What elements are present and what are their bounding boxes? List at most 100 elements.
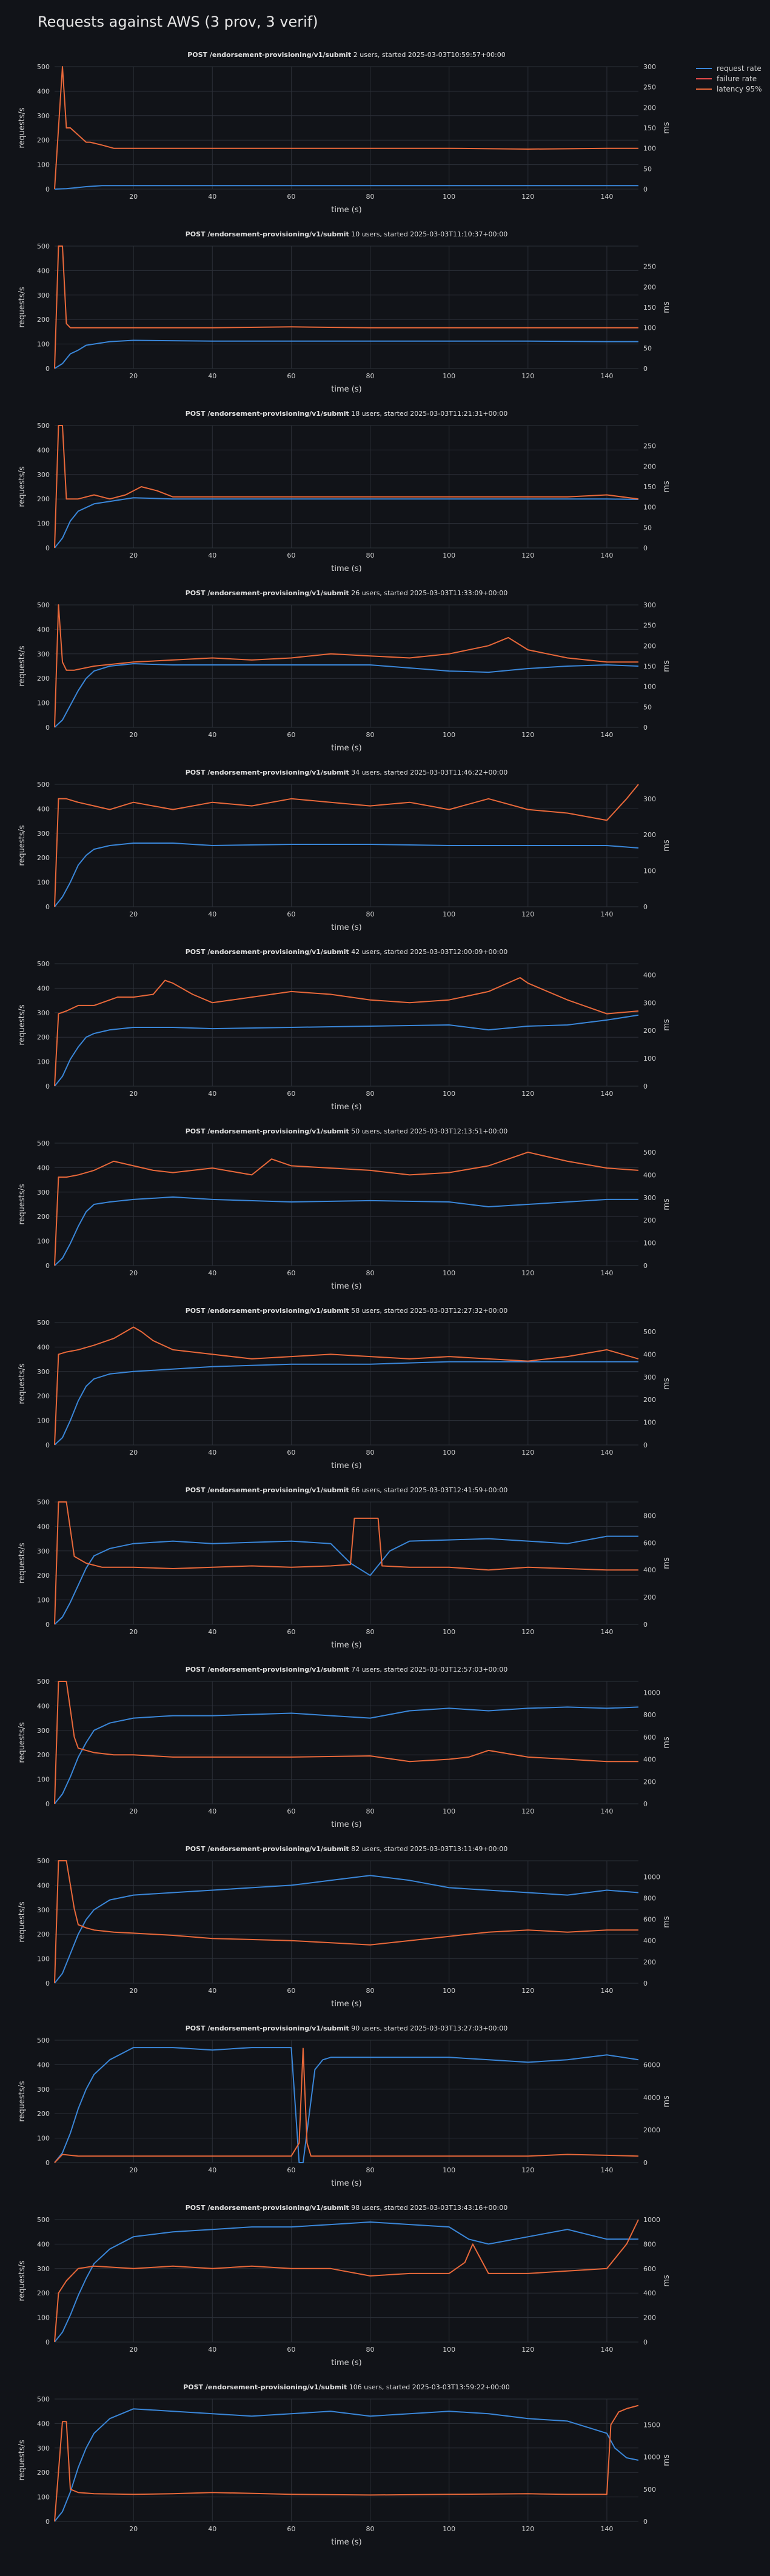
y-right-tick-label: 200	[643, 104, 656, 112]
y-tick-label: 500	[37, 781, 50, 789]
y-tick-label: 0	[45, 1980, 50, 1987]
y-tick-label: 500	[37, 2216, 50, 2224]
chart-title-details: 50 users, started 2025-03-03T12:13:51+00…	[349, 1127, 508, 1135]
y-axis-label-right: ms	[662, 839, 671, 852]
y-right-tick-label: 100	[643, 1240, 656, 1247]
series-line-request-rate	[54, 663, 639, 728]
x-tick-label: 40	[208, 1987, 216, 1995]
chart-title-details: 74 users, started 2025-03-03T12:57:03+00…	[349, 1666, 508, 1673]
x-axis-label: time (s)	[331, 2538, 361, 2547]
series-line-request-rate	[54, 1875, 639, 1984]
x-axis-label: time (s)	[331, 385, 361, 394]
y-right-tick-label: 400	[643, 1937, 656, 1945]
y-tick-label: 300	[37, 1009, 50, 1017]
y-axis-label-right: ms	[662, 1737, 671, 1749]
x-tick-label: 120	[521, 193, 534, 201]
y-tick-label: 0	[45, 724, 50, 732]
y-right-tick-label: 150	[643, 662, 656, 670]
y-tick-label: 300	[37, 2086, 50, 2094]
x-tick-label: 100	[443, 2346, 455, 2354]
y-tick-label: 400	[37, 1523, 50, 1530]
x-tick-label: 40	[208, 1807, 216, 1815]
y-axis-label-left: requests/s	[18, 1363, 27, 1404]
chart-title-details: 34 users, started 2025-03-03T11:46:22+00…	[349, 769, 508, 776]
y-right-tick-label: 200	[643, 1027, 656, 1035]
y-tick-label: 100	[37, 520, 50, 528]
y-axis-label-left: requests/s	[18, 1543, 27, 1584]
x-tick-label: 20	[129, 372, 138, 380]
y-right-tick-label: 800	[643, 1711, 656, 1719]
y-tick-label: 300	[37, 471, 50, 479]
chart-title-endpoint: POST /endorsement-provisioning/v1/submit	[186, 769, 349, 776]
x-axis-label: time (s)	[331, 1461, 361, 1470]
x-tick-label: 120	[521, 731, 534, 739]
chart-title-details: 90 users, started 2025-03-03T13:27:03+00…	[349, 2024, 508, 2032]
y-right-tick-label: 600	[643, 1733, 656, 1741]
y-tick-label: 400	[37, 626, 50, 633]
x-tick-label: 140	[600, 2166, 613, 2174]
chart-title-endpoint: POST /endorsement-provisioning/v1/submit	[183, 2383, 347, 2391]
chart-title: POST /endorsement-provisioning/v1/submit…	[186, 2204, 508, 2212]
series-line-request-rate	[54, 1196, 638, 1266]
legend-item-failure-rate[interactable]: failure rate	[696, 73, 762, 84]
y-tick-label: 300	[37, 1727, 50, 1735]
y-axis-label-right: ms	[662, 2454, 671, 2466]
legend-item-request-rate[interactable]: request rate	[696, 63, 762, 73]
y-right-tick-label: 0	[643, 185, 648, 193]
chart-title-details: 106 users, started 2025-03-03T13:59:22+0…	[347, 2383, 510, 2391]
x-axis-label: time (s)	[331, 2358, 361, 2367]
y-axis-label-right: ms	[662, 481, 671, 493]
y-axis-label-left: requests/s	[18, 107, 27, 148]
y-tick-label: 500	[37, 960, 50, 968]
y-right-tick-label: 250	[643, 263, 656, 271]
y-tick-label: 300	[37, 1189, 50, 1196]
x-tick-label: 140	[600, 1807, 613, 1815]
x-tick-label: 60	[287, 1449, 295, 1457]
x-axis-label: time (s)	[331, 1282, 361, 1291]
legend: request rate failure rate latency 95%	[696, 63, 762, 94]
x-tick-label: 20	[129, 1269, 138, 1277]
x-tick-label: 20	[129, 731, 138, 739]
y-right-tick-label: 800	[643, 2240, 656, 2248]
series-line-latency-95-	[54, 2404, 639, 2522]
y-tick-label: 400	[37, 2061, 50, 2069]
x-tick-label: 20	[129, 1449, 138, 1457]
chart-panel-12: POST /endorsement-provisioning/v1/submit…	[18, 2024, 671, 2188]
x-axis-label: time (s)	[331, 744, 361, 753]
y-tick-label: 200	[37, 136, 50, 144]
series-line-latency-95-	[54, 245, 638, 369]
y-tick-label: 400	[37, 1881, 50, 1889]
y-right-tick-label: 0	[643, 365, 648, 373]
y-right-tick-label: 50	[643, 703, 652, 711]
series-line-request-rate	[54, 2047, 639, 2163]
x-tick-label: 20	[129, 910, 138, 918]
y-tick-label: 0	[45, 365, 50, 373]
legend-label: latency 95%	[717, 84, 762, 93]
y-right-tick-label: 100	[643, 867, 656, 875]
x-tick-label: 100	[443, 1090, 455, 1098]
y-tick-label: 400	[37, 2240, 50, 2248]
x-axis-label: time (s)	[331, 2179, 361, 2188]
y-right-tick-label: 100	[643, 324, 656, 332]
x-tick-label: 40	[208, 1449, 216, 1457]
y-tick-label: 400	[37, 1343, 50, 1351]
x-tick-label: 120	[521, 1449, 534, 1457]
y-axis-label-right: ms	[662, 301, 671, 313]
legend-label: request rate	[717, 64, 762, 73]
chart-title: POST /endorsement-provisioning/v1/submit…	[186, 1307, 508, 1315]
chart-panel-6: POST /endorsement-provisioning/v1/submit…	[18, 948, 671, 1112]
chart-title: POST /endorsement-provisioning/v1/submit…	[187, 51, 506, 59]
series-line-latency-95-	[54, 1326, 639, 1446]
x-tick-label: 40	[208, 731, 216, 739]
x-tick-label: 60	[287, 910, 295, 918]
y-right-tick-label: 800	[643, 1512, 656, 1520]
y-right-tick-label: 200	[643, 642, 656, 650]
legend-swatch-latency	[696, 88, 712, 90]
y-right-tick-label: 300	[643, 601, 656, 609]
series-line-request-rate	[54, 1535, 638, 1625]
legend-item-latency[interactable]: latency 95%	[696, 84, 762, 94]
y-right-tick-label: 0	[643, 1441, 648, 1449]
y-tick-label: 400	[37, 984, 50, 992]
x-tick-label: 80	[366, 1449, 375, 1457]
y-right-tick-label: 600	[643, 2265, 656, 2273]
